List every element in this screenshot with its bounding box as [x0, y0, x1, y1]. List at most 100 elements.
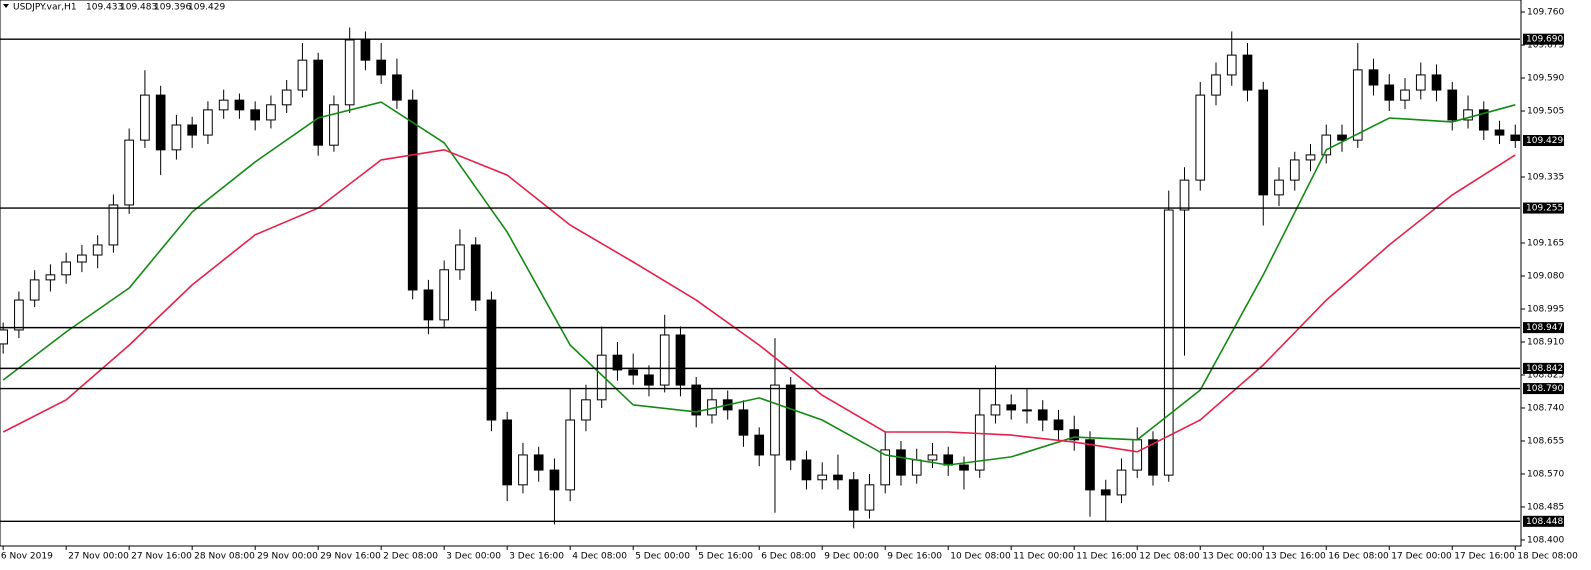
- candle-body: [360, 39, 371, 61]
- candle-body: [1163, 209, 1174, 476]
- candle-body: [1274, 179, 1284, 196]
- candle-body: [1478, 109, 1489, 131]
- candle-body: [297, 59, 308, 91]
- candle-body: [581, 399, 591, 421]
- candle-body: [1148, 439, 1158, 476]
- level-label: 108.842: [1526, 364, 1563, 374]
- candle-body: [1352, 69, 1363, 141]
- level-label-box: 108.790: [1523, 383, 1564, 395]
- candle-body: [455, 244, 465, 271]
- y-tick-label: 109.760: [1527, 8, 1564, 18]
- x-tick-label: 9 Dec 00:00: [824, 552, 879, 562]
- level-label-bg: [1523, 202, 1564, 214]
- candle-body: [1100, 489, 1111, 496]
- level-label: 108.448: [1526, 517, 1563, 527]
- candle-body: [549, 469, 560, 491]
- level-label-bg: [1523, 322, 1564, 334]
- y-tick-label: 108.825: [1527, 370, 1564, 380]
- candle-body: [1069, 429, 1080, 441]
- x-tick-label: 29 Nov 00:00: [257, 552, 318, 562]
- candle-body: [313, 59, 324, 146]
- quote-low: 109.396: [154, 3, 191, 13]
- level-label: 108.947: [1526, 323, 1563, 333]
- moving-average-line: [2, 101, 1516, 466]
- x-tick-label: 17 Dec 16:00: [1454, 552, 1515, 562]
- candle-body: [376, 59, 387, 76]
- candle-body: [1494, 129, 1505, 136]
- quote-high: 109.483: [120, 3, 157, 13]
- quote-close: 109.429: [188, 3, 225, 13]
- plot-area: [0, 27, 1521, 529]
- candle-body: [470, 244, 481, 301]
- candle-body: [61, 261, 71, 276]
- candle-body: [785, 384, 796, 461]
- candle-body: [596, 354, 607, 401]
- candle-body: [502, 419, 513, 486]
- candle-body: [1006, 404, 1017, 411]
- x-tick-label: 3 Dec 00:00: [446, 552, 501, 562]
- candle-body: [896, 449, 906, 476]
- y-tick-label: 108.400: [1527, 535, 1564, 545]
- x-tick-label: 13 Dec 16:00: [1265, 552, 1326, 562]
- candle-body: [439, 269, 450, 321]
- candle-body: [1195, 94, 1206, 181]
- candle-body: [1415, 74, 1426, 91]
- x-tick-label: 5 Dec 00:00: [635, 552, 690, 562]
- candle-body: [234, 99, 245, 111]
- candle-body: [1305, 154, 1316, 161]
- x-tick-label: 12 Dec 08:00: [1139, 552, 1200, 562]
- candle-body: [1431, 74, 1442, 91]
- y-tick-label: 109.505: [1527, 107, 1564, 117]
- candle-body: [1368, 69, 1379, 86]
- candle-body: [1447, 89, 1458, 121]
- candle-body: [1226, 54, 1237, 76]
- x-tick-label: 26 Nov 2019: [0, 552, 53, 562]
- menu-triangle[interactable]: [3, 4, 9, 8]
- candle-body: [644, 374, 654, 386]
- candle-body: [691, 384, 702, 416]
- candle-body: [1242, 54, 1253, 91]
- candle-body: [329, 104, 339, 146]
- candle-body: [1116, 469, 1127, 496]
- candle-body: [833, 474, 843, 481]
- x-tick-label: 28 Nov 08:00: [194, 552, 255, 562]
- x-tick-label: 27 Nov 00:00: [68, 552, 129, 562]
- x-tick-label: 5 Dec 16:00: [698, 552, 753, 562]
- candle-body: [392, 74, 402, 101]
- y-tick-label: 109.335: [1527, 173, 1564, 183]
- candle-body: [1400, 89, 1410, 101]
- candle-body: [880, 449, 891, 486]
- moving-average-line: [2, 148, 1516, 453]
- candle-body: [281, 89, 292, 106]
- quote-open: 109.433: [86, 3, 123, 13]
- y-tick-label: 108.655: [1527, 436, 1564, 446]
- level-label-bg: [1523, 33, 1564, 45]
- candle-body: [1053, 419, 1064, 431]
- candle-body: [754, 434, 765, 456]
- candle-body: [423, 289, 434, 321]
- x-tick-label: 4 Dec 08:00: [572, 552, 627, 562]
- x-tick-label: 3 Dec 16:00: [509, 552, 564, 562]
- y-tick-label: 109.590: [1527, 74, 1564, 84]
- candle-body: [77, 254, 87, 263]
- candle-body: [990, 404, 1001, 416]
- level-label-box: 108.842: [1523, 362, 1564, 374]
- candle-body: [738, 409, 749, 436]
- candle-body: [518, 454, 528, 486]
- x-tick-label: 29 Nov 16:00: [320, 552, 381, 562]
- candle-body: [864, 484, 875, 511]
- level-label: 109.255: [1526, 204, 1563, 214]
- x-tick-label: 18 Dec 08:00: [1517, 552, 1578, 562]
- candle-body: [203, 109, 213, 136]
- candle-body: [1289, 159, 1300, 181]
- candle-body: [612, 354, 623, 371]
- level-label: 109.690: [1526, 35, 1563, 45]
- candle-body: [911, 459, 922, 476]
- candle-body: [250, 109, 261, 121]
- candle-body: [1037, 409, 1048, 421]
- candle-body: [187, 124, 197, 136]
- candle-body: [565, 419, 576, 491]
- candle-body: [124, 139, 134, 206]
- candle-body: [959, 464, 969, 471]
- candle-body: [0, 329, 8, 345]
